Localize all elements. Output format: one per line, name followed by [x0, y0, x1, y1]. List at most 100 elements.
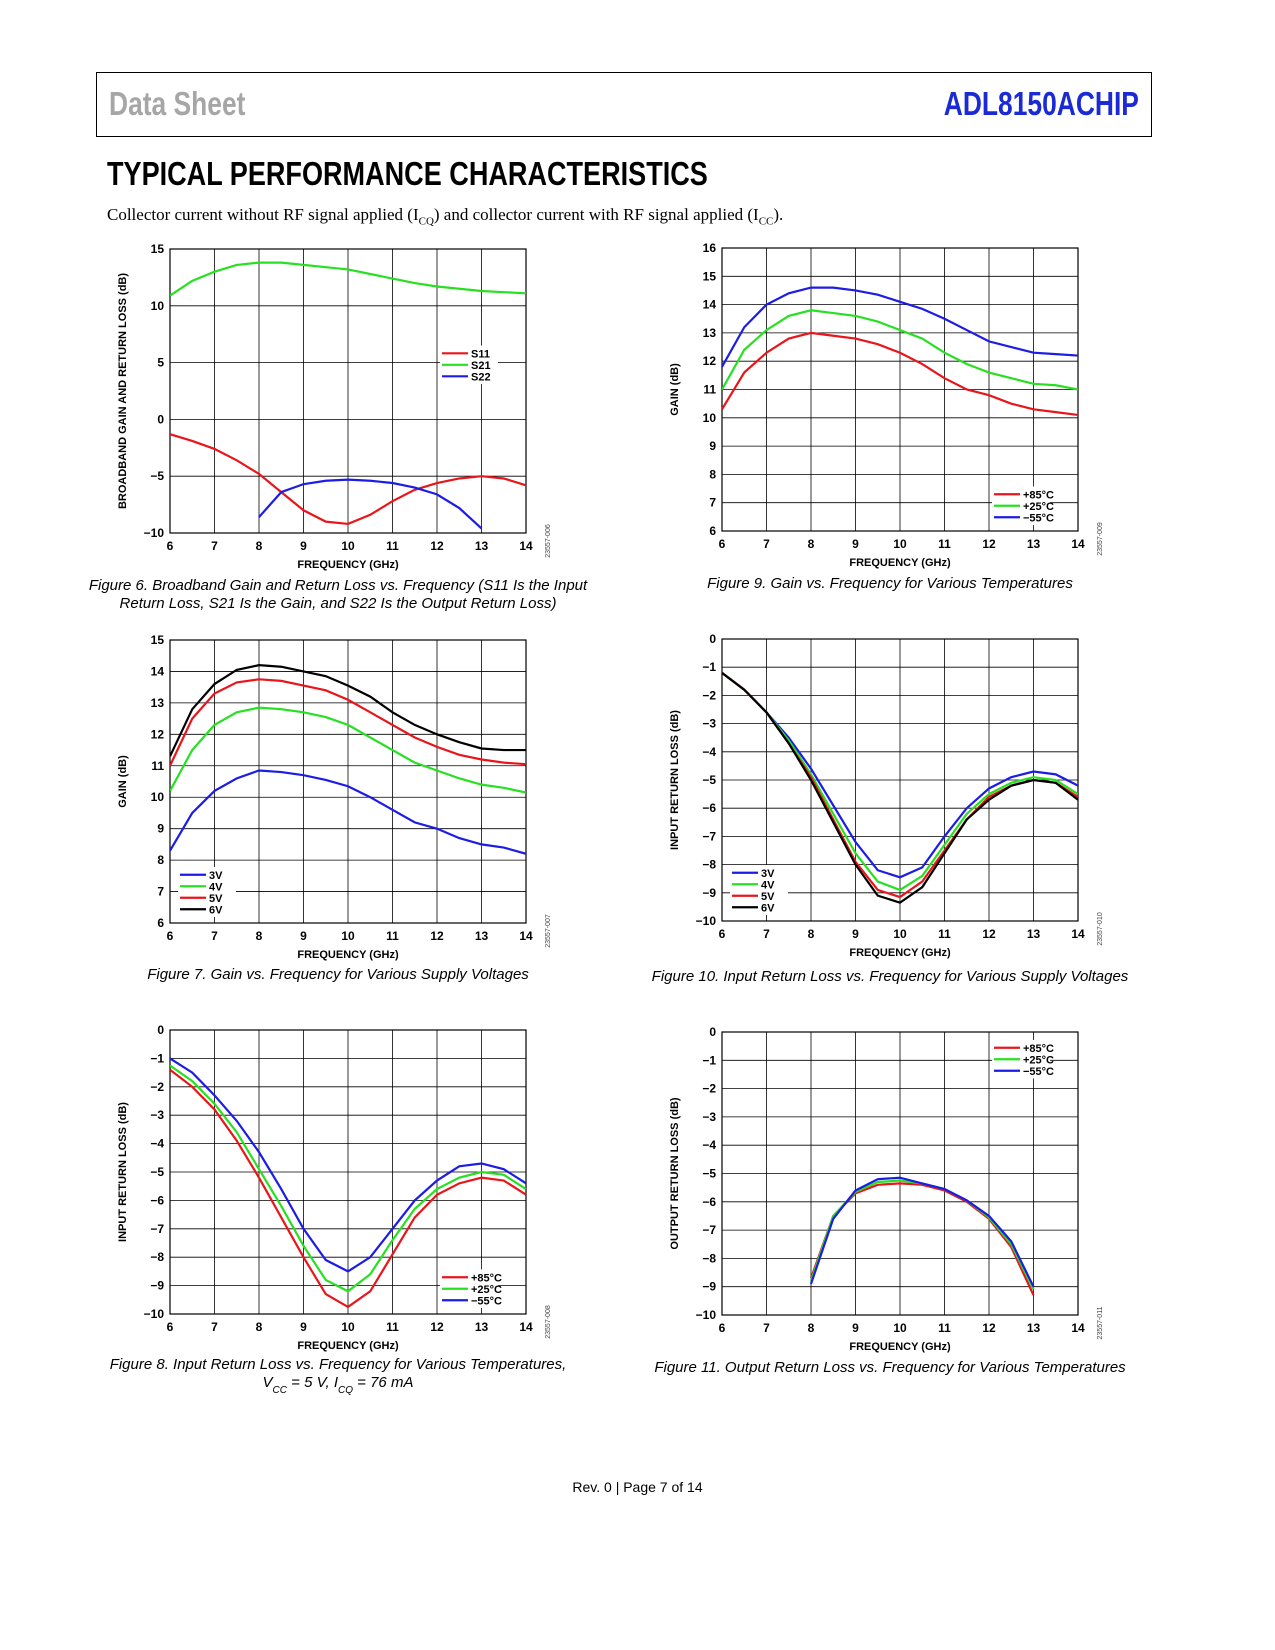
figure-id: 23557-007	[545, 914, 552, 948]
y-tick-label: −1	[702, 1053, 716, 1067]
y-tick-label: −5	[150, 1165, 164, 1179]
section-title: TYPICAL PERFORMANCE CHARACTERISTICS	[107, 155, 708, 192]
y-tick-label: 10	[151, 299, 165, 313]
x-tick-label: 9	[300, 539, 307, 553]
y-tick-label: −9	[150, 1279, 164, 1293]
legend-label: 4V	[209, 881, 223, 893]
legend-label: +85°C	[1023, 489, 1054, 501]
series-line	[170, 664, 526, 757]
series-line	[170, 1064, 526, 1293]
x-tick-label: 14	[519, 929, 533, 943]
caption: Figure 7. Gain vs. Frequency for Various…	[147, 966, 529, 983]
caption-text: Figure 8. Input Return Loss vs. Frequenc…	[110, 1356, 567, 1373]
y-tick-label: −10	[144, 526, 165, 540]
y-tick-label: −2	[150, 1080, 164, 1094]
y-tick-label: −4	[150, 1137, 164, 1151]
legend-label: +85°C	[1023, 1043, 1054, 1055]
x-tick-label: 12	[430, 1320, 444, 1334]
x-tick-label: 9	[300, 929, 307, 943]
x-tick-label: 9	[852, 537, 859, 551]
y-tick-label: 7	[157, 885, 164, 899]
chart: 6 7 8 9 10 11 12 13 14−10−9−8−7−6−5−4−3−2−10FREQ…	[652, 632, 1129, 985]
y-tick-label: 13	[151, 696, 165, 710]
y-tick-label: 6	[709, 524, 716, 538]
legend-label: 3V	[209, 870, 223, 882]
caption-text: Figure 10. Input Return Loss vs. Frequen…	[652, 968, 1129, 985]
x-tick-label: 6	[167, 1320, 174, 1334]
y-tick-label: 0	[157, 1023, 164, 1037]
x-tick-label: 10	[341, 1320, 355, 1334]
legend-label: −55°C	[1023, 1066, 1054, 1078]
chart: 6 7 8 9 10 11 12 13 14 −10 −5 0 5 10 15 FREQUENCY (GHz)…	[89, 242, 588, 612]
y-tick-label: 6	[157, 916, 164, 930]
y-tick-label: 5	[157, 356, 164, 370]
caption: Figure 10. Input Return Loss vs. Frequen…	[652, 968, 1129, 985]
series-line	[722, 309, 1078, 391]
x-tick-label: 14	[519, 539, 533, 553]
series-line	[170, 706, 526, 794]
x-tick-label: 13	[475, 1320, 489, 1334]
y-axis-label: GAIN (dB)	[117, 755, 129, 808]
y-tick-label: 11	[703, 383, 716, 397]
x-tick-label: 11	[938, 1321, 951, 1335]
intro-text: ) and collector current with RF signal a…	[433, 205, 759, 224]
series-line	[170, 1068, 526, 1309]
x-tick-label: 14	[1071, 537, 1085, 551]
y-tick-label: 12	[703, 354, 717, 368]
y-tick-label: 16	[703, 241, 717, 255]
caption-subscript: CC	[273, 1385, 288, 1396]
caption-text: = 5 V, I	[287, 1374, 338, 1391]
series-line	[170, 261, 526, 297]
y-tick-label: −3	[702, 717, 716, 731]
x-tick-label: 14	[519, 1320, 533, 1334]
x-tick-label: 12	[982, 1321, 996, 1335]
intro-text: Collector current without RF signal appl…	[107, 205, 419, 224]
caption: Figure 6. Broadband Gain and Return Loss…	[89, 577, 588, 594]
series-line	[170, 1057, 526, 1273]
y-tick-label: 10	[151, 790, 165, 804]
y-tick-label: −6	[702, 1195, 716, 1209]
intro: Collector current without RF signal appl…	[107, 205, 783, 227]
chart: 6 7 8 9 10 11 12 13 14−10−9−8−7−6−5−4−3−2−10FREQ…	[654, 1025, 1126, 1376]
legend-label: 5V	[761, 891, 775, 903]
y-tick-label: 13	[703, 326, 717, 340]
y-tick-label: −8	[702, 1251, 716, 1265]
y-tick-label: −8	[150, 1250, 164, 1264]
caption-subscript: CQ	[338, 1385, 353, 1396]
chart: 6 7 8 9 10 11 12 13 14 6 7 8 9 10 11 12 13 14 15 16 FREQUENC…	[669, 241, 1104, 592]
x-tick-label: 10	[893, 927, 907, 941]
y-tick-label: −5	[702, 773, 716, 787]
y-tick-label: 12	[151, 727, 165, 741]
x-tick-label: 6	[719, 1321, 726, 1335]
x-tick-label: 13	[1027, 537, 1041, 551]
y-tick-label: −6	[150, 1193, 164, 1207]
y-tick-label: 0	[709, 632, 716, 646]
y-tick-label: 15	[151, 633, 165, 647]
y-tick-label: 14	[151, 664, 165, 678]
y-axis-label: BROADBAND GAIN AND RETURN LOSS (dB)	[117, 273, 129, 509]
x-axis-label: FREQUENCY (GHz)	[297, 1340, 399, 1352]
y-tick-label: −3	[702, 1110, 716, 1124]
y-tick-label: 10	[703, 411, 717, 425]
legend-label: −55°C	[1023, 512, 1054, 524]
x-axis-label: FREQUENCY (GHz)	[849, 1341, 951, 1353]
x-tick-label: 9	[852, 927, 859, 941]
series-line	[722, 671, 1078, 904]
y-tick-label: −2	[702, 688, 716, 702]
x-tick-label: 13	[1027, 1321, 1041, 1335]
x-tick-label: 12	[430, 929, 444, 943]
y-tick-label: −10	[696, 1308, 717, 1322]
y-axis-label: OUTPUT RETURN LOSS (dB)	[669, 1097, 681, 1249]
caption: VCC = 5 V, ICQ = 76 mA	[263, 1374, 414, 1396]
caption: Figure 11. Output Return Loss vs. Freque…	[654, 1359, 1126, 1376]
series-line	[170, 769, 526, 855]
caption-text: Figure 7. Gain vs. Frequency for Various…	[147, 966, 529, 983]
y-axis-label: GAIN (dB)	[669, 363, 681, 416]
x-tick-label: 8	[808, 537, 815, 551]
x-tick-label: 13	[1027, 927, 1041, 941]
header-box: Data Sheet ADL8150ACHIP	[96, 72, 1152, 137]
x-tick-label: 12	[982, 537, 996, 551]
x-tick-label: 11	[386, 539, 399, 553]
series-line	[170, 433, 526, 526]
